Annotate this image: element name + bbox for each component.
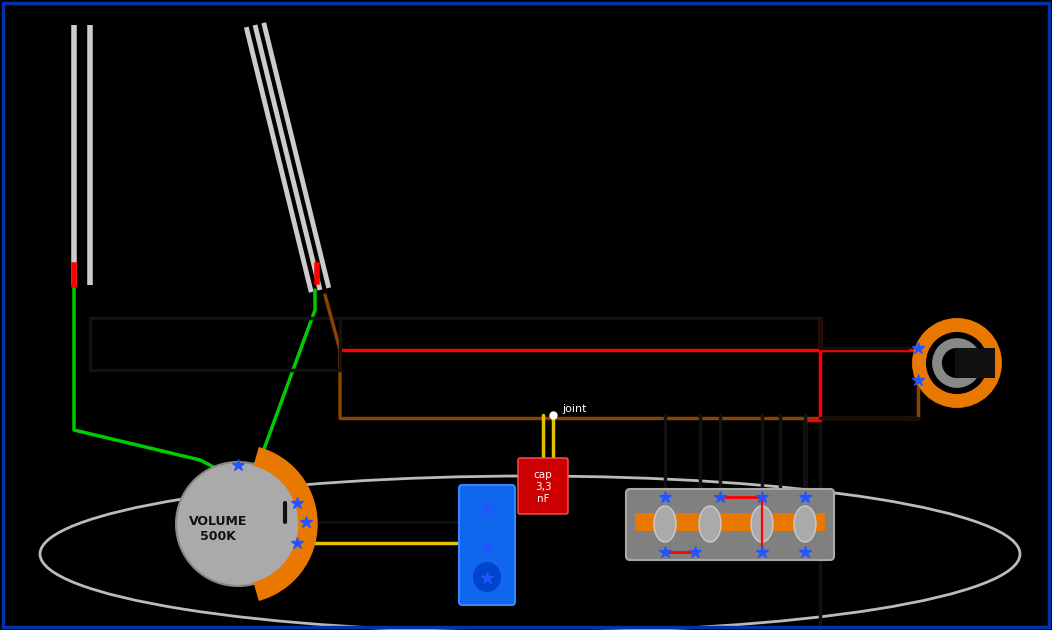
Ellipse shape [751, 506, 773, 542]
Text: VOLUME
500K: VOLUME 500K [188, 515, 247, 543]
Bar [955, 348, 995, 378]
Ellipse shape [699, 506, 721, 542]
Ellipse shape [473, 562, 501, 592]
FancyBboxPatch shape [459, 485, 515, 605]
FancyBboxPatch shape [518, 458, 568, 514]
Text: cap
3,3
nF: cap 3,3 nF [533, 471, 552, 503]
Ellipse shape [794, 506, 816, 542]
Text: joint: joint [562, 404, 587, 414]
Circle shape [176, 462, 300, 586]
Ellipse shape [654, 506, 676, 542]
FancyBboxPatch shape [626, 489, 834, 560]
Bar [635, 513, 825, 531]
